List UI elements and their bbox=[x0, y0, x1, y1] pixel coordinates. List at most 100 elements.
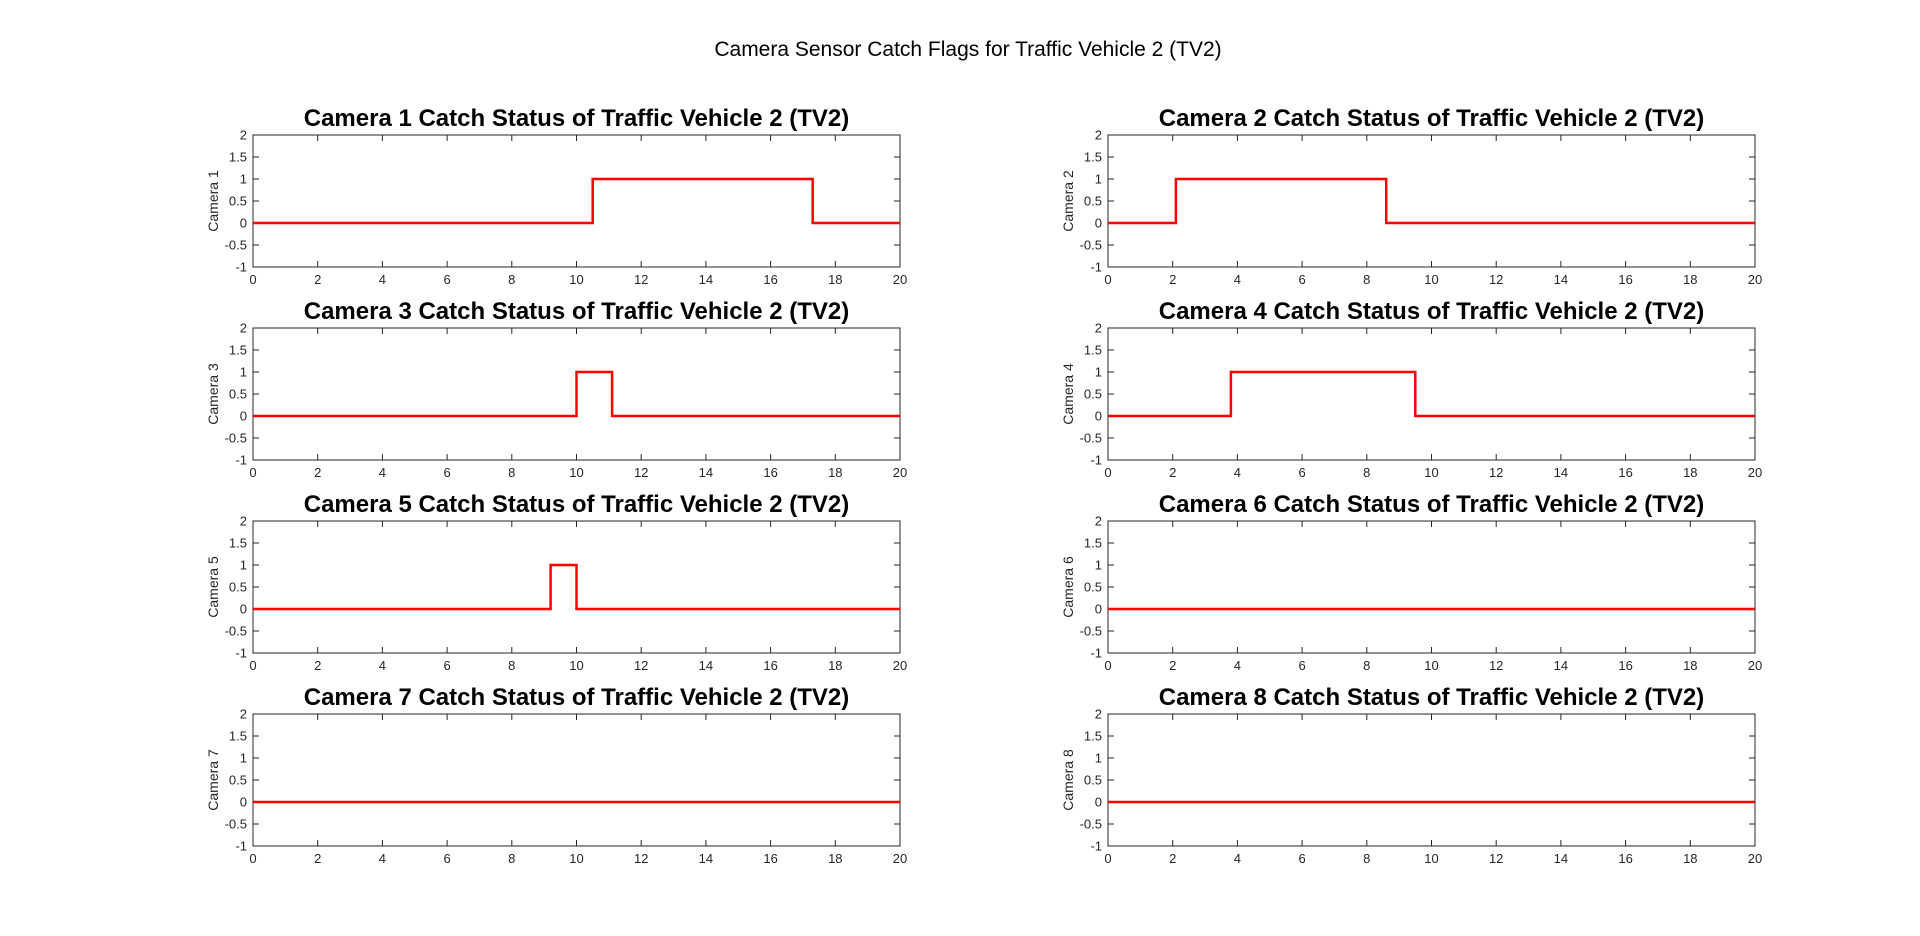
camera-3-y-tick-label: 0.5 bbox=[229, 387, 247, 402]
camera-3-x-tick-label: 0 bbox=[249, 465, 256, 480]
camera-7-y-tick-label: 1.5 bbox=[229, 729, 247, 744]
camera-1-x-tick-label: 14 bbox=[699, 272, 713, 287]
camera-7-x-tick-label: 8 bbox=[508, 851, 515, 866]
camera-5-x-tick-label: 0 bbox=[249, 658, 256, 673]
camera-1-x-tick-label: 16 bbox=[763, 272, 777, 287]
camera-8-axes-box bbox=[1107, 713, 1756, 847]
camera-8-x-tick-label: 2 bbox=[1169, 851, 1176, 866]
camera-8-x-tick-label: 8 bbox=[1363, 851, 1370, 866]
camera-1-y-tick-label: -0.5 bbox=[225, 238, 247, 253]
camera-4-catch-flag-line bbox=[1108, 370, 1755, 418]
camera-4-x-tick-label: 2 bbox=[1169, 465, 1176, 480]
camera-6-y-tick-label: 2 bbox=[1095, 514, 1102, 529]
camera-4-x-tick-label: 10 bbox=[1424, 465, 1438, 480]
camera-6-x-tick-label: 16 bbox=[1618, 658, 1632, 673]
camera-4-y-tick-label: -1 bbox=[1090, 453, 1102, 468]
camera-4-x-tick-label: 6 bbox=[1298, 465, 1305, 480]
camera-6-x-tick-label: 12 bbox=[1489, 658, 1503, 673]
camera-7-x-tick-label: 2 bbox=[314, 851, 321, 866]
camera-8-x-tick-label: 12 bbox=[1489, 851, 1503, 866]
camera-8-y-tick-label: 0 bbox=[1095, 795, 1102, 810]
camera-6-y-tick-label: 1 bbox=[1095, 558, 1102, 573]
camera-7-x-tick-label: 16 bbox=[763, 851, 777, 866]
camera-2-x-tick-label: 14 bbox=[1554, 272, 1568, 287]
camera-1-x-tick-label: 10 bbox=[569, 272, 583, 287]
camera-5-x-tick-label: 14 bbox=[699, 658, 713, 673]
camera-8-y-tick-label: -0.5 bbox=[1080, 817, 1102, 832]
camera-2-x-tick-label: 12 bbox=[1489, 272, 1503, 287]
camera-7-title: Camera 7 Catch Status of Traffic Vehicle… bbox=[304, 684, 850, 711]
camera-4-y-tick-label: 1.5 bbox=[1084, 343, 1102, 358]
camera-3-y-tick-label: -1 bbox=[235, 453, 247, 468]
camera-5-x-tick-label: 6 bbox=[443, 658, 450, 673]
camera-8-x-tick-label: 10 bbox=[1424, 851, 1438, 866]
camera-5-x-tick-label: 16 bbox=[763, 658, 777, 673]
camera-7-x-tick-label: 12 bbox=[634, 851, 648, 866]
camera-2-y-tick-label: 0.5 bbox=[1084, 194, 1102, 209]
camera-2-ylabel: Camera 2 bbox=[1060, 170, 1076, 232]
camera-8-y-tick-label: 2 bbox=[1095, 707, 1102, 722]
camera-6-x-tick-label: 6 bbox=[1298, 658, 1305, 673]
camera-3-x-tick-label: 10 bbox=[569, 465, 583, 480]
camera-8-y-tick-label: 1 bbox=[1095, 751, 1102, 766]
camera-3-subplot: 0 2 4 6 8 10 12 14 16 18 20 -1 -0.5 0 0.5 1 1.5 2 Camera 3… bbox=[205, 298, 907, 480]
camera-6-ylabel: Camera 6 bbox=[1060, 556, 1076, 618]
camera-5-y-tick-label: -1 bbox=[235, 646, 247, 661]
camera-1-x-tick-label: 6 bbox=[443, 272, 450, 287]
camera-7-x-tick-label: 10 bbox=[569, 851, 583, 866]
camera-1-y-tick-label: 1 bbox=[240, 172, 247, 187]
camera-5-y-tick-label: -0.5 bbox=[225, 624, 247, 639]
camera-1-x-tick-label: 8 bbox=[508, 272, 515, 287]
camera-1-x-tick-label: 2 bbox=[314, 272, 321, 287]
camera-3-title: Camera 3 Catch Status of Traffic Vehicle… bbox=[304, 298, 850, 325]
camera-3-x-tick-label: 14 bbox=[699, 465, 713, 480]
camera-4-y-tick-label: 2 bbox=[1095, 321, 1102, 336]
camera-8-y-tick-label: 0.5 bbox=[1084, 773, 1102, 788]
camera-1-ylabel: Camera 1 bbox=[205, 170, 221, 232]
camera-4-x-tick-label: 0 bbox=[1104, 465, 1111, 480]
camera-5-x-tick-label: 8 bbox=[508, 658, 515, 673]
camera-6-x-tick-label: 18 bbox=[1683, 658, 1697, 673]
camera-8-x-tick-label: 6 bbox=[1298, 851, 1305, 866]
camera-8-y-tick-label: 1.5 bbox=[1084, 729, 1102, 744]
camera-2-y-tick-label: -0.5 bbox=[1080, 238, 1102, 253]
camera-3-catch-flag-line bbox=[253, 370, 900, 418]
camera-3-y-tick-label: 0 bbox=[240, 409, 247, 424]
camera-4-y-tick-label: 0 bbox=[1095, 409, 1102, 424]
camera-4-y-tick-label: 1 bbox=[1095, 365, 1102, 380]
camera-6-x-tick-label: 8 bbox=[1363, 658, 1370, 673]
camera-6-x-tick-label: 20 bbox=[1748, 658, 1762, 673]
camera-2-title: Camera 2 Catch Status of Traffic Vehicle… bbox=[1159, 105, 1705, 132]
camera-8-x-tick-label: 14 bbox=[1554, 851, 1568, 866]
camera-8-ylabel: Camera 8 bbox=[1060, 749, 1076, 811]
camera-5-x-tick-label: 20 bbox=[893, 658, 907, 673]
camera-7-x-tick-label: 20 bbox=[893, 851, 907, 866]
camera-1-y-tick-label: 2 bbox=[240, 128, 247, 143]
camera-7-y-tick-label: -1 bbox=[235, 839, 247, 854]
camera-7-axes-box bbox=[252, 713, 901, 847]
camera-3-x-tick-label: 16 bbox=[763, 465, 777, 480]
camera-8-y-tick-label: -1 bbox=[1090, 839, 1102, 854]
camera-7-y-tick-label: 1 bbox=[240, 751, 247, 766]
camera-7-subplot: 0 2 4 6 8 10 12 14 16 18 20 -1 -0.5 0 0.5 1 1.5 2 Camera 7… bbox=[205, 684, 907, 866]
camera-1-y-tick-label: -1 bbox=[235, 260, 247, 275]
camera-1-x-tick-label: 18 bbox=[828, 272, 842, 287]
camera-7-x-tick-label: 0 bbox=[249, 851, 256, 866]
camera-2-x-tick-label: 4 bbox=[1234, 272, 1241, 287]
camera-7-y-tick-label: -0.5 bbox=[225, 817, 247, 832]
camera-5-y-tick-label: 2 bbox=[240, 514, 247, 529]
camera-6-axes-box bbox=[1107, 520, 1756, 654]
camera-7-x-tick-label: 6 bbox=[443, 851, 450, 866]
camera-3-x-tick-label: 4 bbox=[379, 465, 386, 480]
camera-3-y-tick-label: 2 bbox=[240, 321, 247, 336]
camera-8-x-tick-label: 16 bbox=[1618, 851, 1632, 866]
camera-4-title: Camera 4 Catch Status of Traffic Vehicle… bbox=[1159, 298, 1705, 325]
camera-5-x-tick-label: 10 bbox=[569, 658, 583, 673]
camera-8-x-tick-label: 18 bbox=[1683, 851, 1697, 866]
camera-4-x-tick-label: 18 bbox=[1683, 465, 1697, 480]
camera-3-ylabel: Camera 3 bbox=[205, 363, 221, 425]
camera-1-x-tick-label: 0 bbox=[249, 272, 256, 287]
camera-3-x-tick-label: 18 bbox=[828, 465, 842, 480]
